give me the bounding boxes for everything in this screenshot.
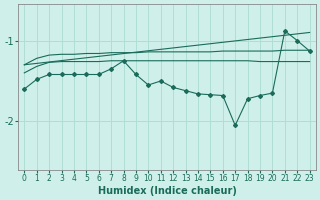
X-axis label: Humidex (Indice chaleur): Humidex (Indice chaleur) — [98, 186, 236, 196]
